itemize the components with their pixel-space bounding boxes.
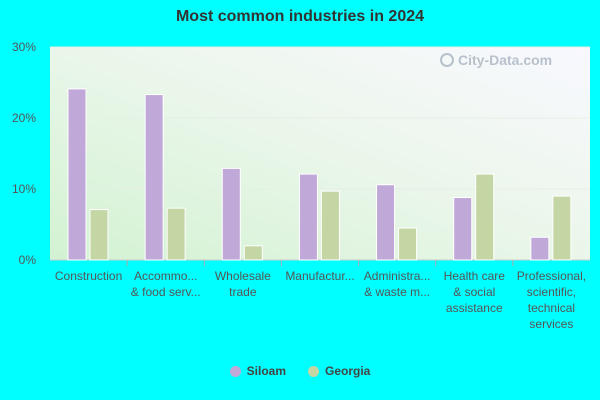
legend-swatch [308, 365, 319, 377]
bar-georgia-2[interactable] [243, 245, 263, 261]
chart-title: Most common industries in 2024 [175, 8, 425, 25]
x-tick-label: Manufactur... [285, 269, 354, 283]
bar-siloam-4[interactable] [376, 184, 396, 261]
x-tick-label: Health care [444, 269, 506, 283]
x-tick-label: trade [229, 285, 257, 299]
legend: Siloam Georgia [0, 364, 600, 378]
bar-georgia-3[interactable] [320, 190, 340, 261]
bar-georgia-5[interactable] [475, 173, 495, 261]
x-tick-label: Construction [55, 269, 122, 283]
x-tick-label: Accommo... [134, 269, 197, 283]
bar-georgia-4[interactable] [398, 227, 418, 261]
y-tick-label: 30% [12, 40, 36, 54]
bar-siloam-2[interactable] [221, 167, 241, 261]
y-tick-label: 0% [19, 253, 37, 267]
x-tick-label: services [529, 317, 573, 331]
plot-area [50, 47, 590, 260]
x-tick-label: Administra... [364, 269, 431, 283]
bar-siloam-0[interactable] [67, 88, 87, 261]
y-tick-label: 10% [12, 182, 36, 196]
legend-label: Siloam [246, 364, 286, 378]
legend-item-siloam[interactable]: Siloam [229, 364, 286, 378]
bar-georgia-6[interactable] [552, 195, 572, 261]
legend-label: Georgia [325, 364, 371, 378]
x-tick-label: & waste m... [364, 285, 430, 299]
bar-siloam-6[interactable] [530, 236, 550, 261]
x-tick-label: & food serv... [131, 285, 201, 299]
x-tick-label: assistance [446, 301, 503, 315]
watermark-logo: City-Data.com [440, 52, 552, 68]
legend-item-georgia[interactable]: Georgia [308, 364, 370, 378]
x-tick-label: & social [453, 285, 495, 299]
legend-swatch [229, 365, 241, 377]
x-tick-label: Professional, [517, 269, 586, 283]
bar-siloam-3[interactable] [298, 173, 318, 261]
x-tick-label: technical [528, 301, 575, 315]
magnifier-icon [440, 53, 454, 67]
y-tick-label: 20% [12, 111, 36, 125]
watermark-text: City-Data.com [458, 52, 553, 68]
x-tick-label: scientific, [527, 285, 576, 299]
bar-georgia-0[interactable] [89, 209, 109, 261]
x-tick-label: Wholesale [215, 269, 271, 283]
bar-georgia-1[interactable] [166, 207, 186, 261]
bar-siloam-1[interactable] [144, 94, 164, 261]
bar-siloam-5[interactable] [453, 197, 473, 261]
